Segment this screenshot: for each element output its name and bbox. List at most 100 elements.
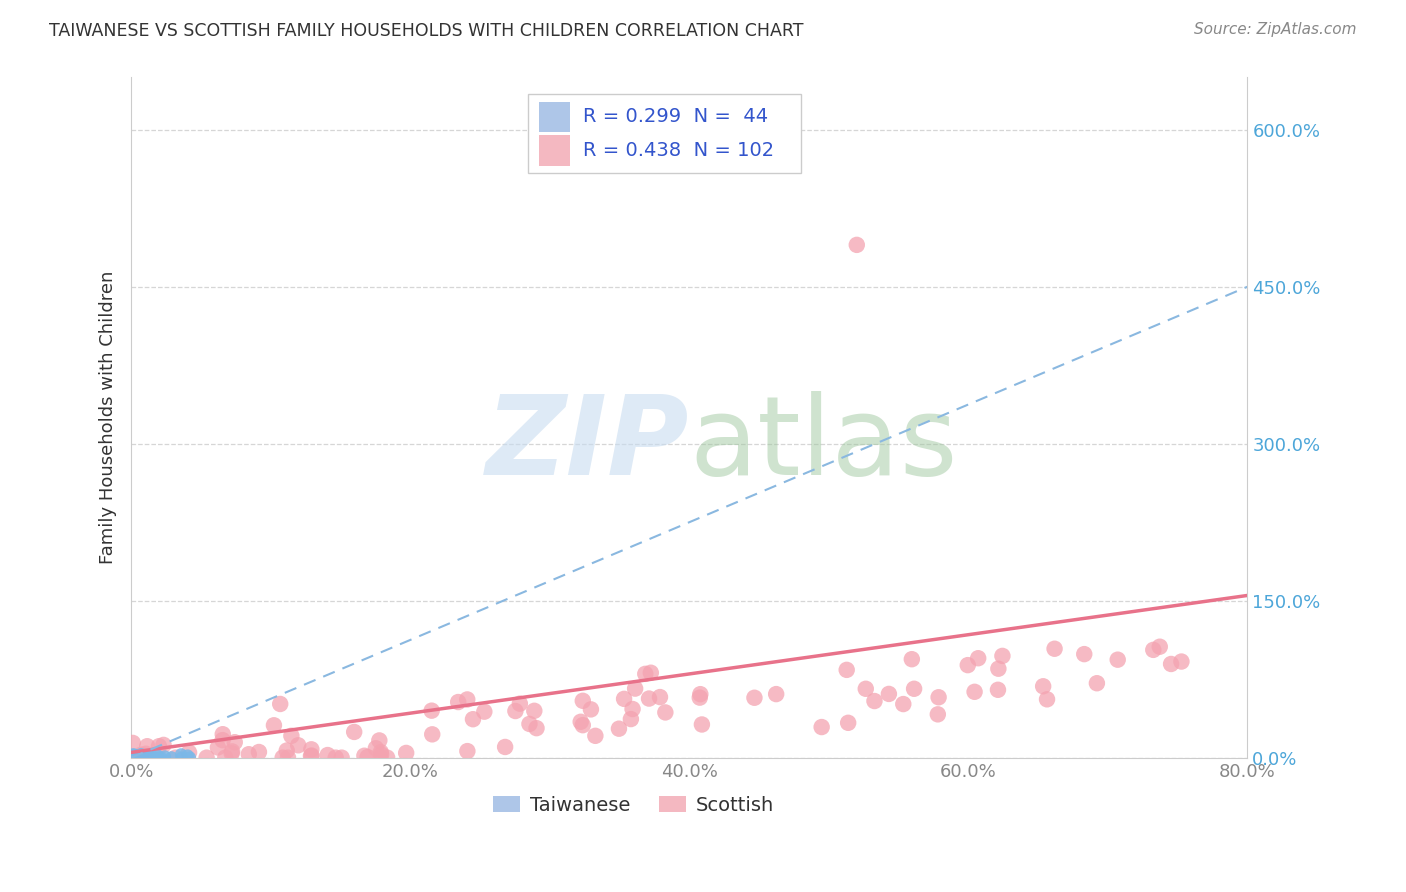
Point — [461, 712, 484, 726]
Point — [135, 747, 157, 761]
Point — [987, 682, 1010, 697]
Point — [124, 750, 146, 764]
Point — [654, 706, 676, 720]
Point — [505, 704, 527, 718]
Point — [148, 750, 170, 764]
Point — [122, 748, 145, 763]
Point — [276, 743, 298, 757]
Point — [299, 749, 322, 764]
Text: atlas: atlas — [689, 392, 957, 499]
Point — [121, 750, 143, 764]
Point — [125, 750, 148, 764]
Point — [129, 747, 152, 762]
Point — [765, 687, 787, 701]
Point — [1170, 655, 1192, 669]
Point — [124, 747, 146, 762]
Point — [613, 691, 636, 706]
Point — [129, 750, 152, 764]
Point — [121, 750, 143, 764]
Point — [1073, 647, 1095, 661]
Point — [571, 718, 593, 732]
Point — [638, 691, 661, 706]
Point — [121, 749, 143, 764]
Point — [221, 744, 243, 758]
Point — [420, 704, 443, 718]
Point — [127, 749, 149, 764]
Point — [891, 697, 914, 711]
Point — [456, 744, 478, 758]
Point — [135, 750, 157, 764]
Point — [146, 747, 169, 762]
Point — [420, 727, 443, 741]
Point — [121, 750, 143, 764]
Point — [280, 729, 302, 743]
Point — [135, 750, 157, 764]
Point — [125, 749, 148, 764]
Point — [299, 742, 322, 756]
FancyBboxPatch shape — [527, 95, 801, 173]
Point — [122, 750, 145, 764]
Point — [621, 702, 644, 716]
Point — [211, 727, 233, 741]
Point — [1085, 676, 1108, 690]
Point — [1032, 679, 1054, 693]
Point — [179, 750, 201, 764]
Point — [572, 694, 595, 708]
Point — [634, 666, 657, 681]
Point — [277, 750, 299, 764]
Point — [368, 750, 391, 764]
Point — [364, 741, 387, 756]
Point — [330, 750, 353, 764]
Point — [153, 749, 176, 764]
Point — [121, 750, 143, 764]
Point — [375, 750, 398, 764]
Point — [247, 745, 270, 759]
Point — [121, 736, 143, 750]
Point — [301, 748, 323, 763]
Point — [124, 748, 146, 763]
Point — [1043, 641, 1066, 656]
Point — [494, 739, 516, 754]
Point — [967, 651, 990, 665]
Point — [1036, 692, 1059, 706]
Point — [343, 725, 366, 739]
Point — [148, 739, 170, 754]
Point — [263, 718, 285, 732]
Point — [648, 690, 671, 704]
Point — [689, 690, 711, 705]
Point — [165, 750, 187, 764]
Point — [135, 748, 157, 763]
Point — [837, 715, 859, 730]
Point — [136, 748, 159, 763]
Legend: Taiwanese, Scottish: Taiwanese, Scottish — [485, 789, 782, 822]
Point — [269, 697, 291, 711]
Point — [624, 681, 647, 696]
Point — [131, 749, 153, 764]
Point — [211, 733, 233, 747]
Text: Source: ZipAtlas.com: Source: ZipAtlas.com — [1194, 22, 1357, 37]
Point — [370, 747, 392, 762]
Point — [238, 747, 260, 762]
Point — [122, 747, 145, 762]
Point — [523, 704, 546, 718]
Point — [845, 238, 868, 252]
Text: R = 0.438  N = 102: R = 0.438 N = 102 — [583, 141, 775, 160]
Point — [903, 681, 925, 696]
Point — [152, 738, 174, 752]
Point — [368, 733, 391, 747]
Point — [170, 750, 193, 764]
Point — [810, 720, 832, 734]
Point — [122, 750, 145, 764]
Text: TAIWANESE VS SCOTTISH FAMILY HOUSEHOLDS WITH CHILDREN CORRELATION CHART: TAIWANESE VS SCOTTISH FAMILY HOUSEHOLDS … — [49, 22, 804, 40]
Point — [927, 707, 949, 722]
Point — [136, 739, 159, 754]
Point — [519, 717, 541, 731]
Text: R = 0.299  N =  44: R = 0.299 N = 44 — [583, 107, 769, 127]
Point — [901, 652, 924, 666]
Point — [170, 747, 193, 762]
Point — [177, 746, 200, 760]
Point — [139, 750, 162, 764]
Point — [135, 750, 157, 764]
Point — [963, 685, 986, 699]
Point — [160, 750, 183, 764]
